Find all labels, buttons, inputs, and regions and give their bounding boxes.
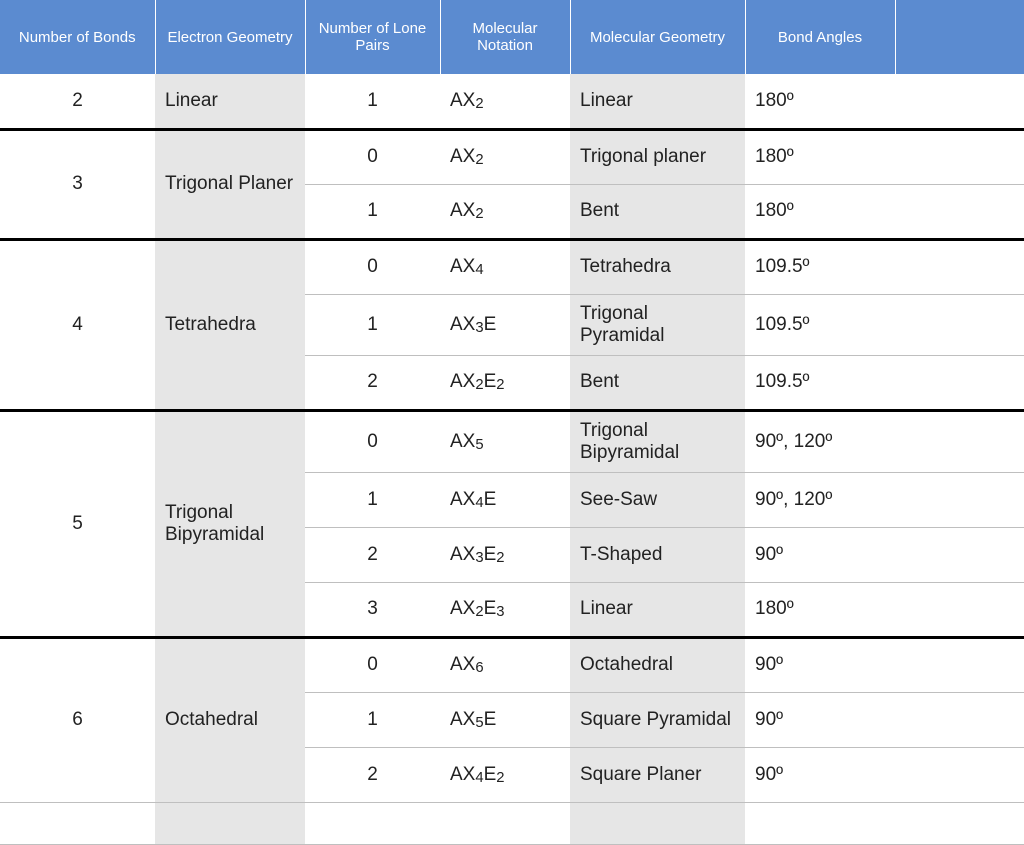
cell-notation: AX2	[440, 129, 570, 184]
cell-molecular-geometry: Bent	[570, 355, 745, 410]
table-row: 4Tetrahedra0AX4Tetrahedra109.5º	[0, 239, 1024, 294]
cell-notation: AX3E	[440, 294, 570, 355]
cell-bonds: 2	[0, 74, 155, 129]
cell-notation: AX4E	[440, 472, 570, 527]
cell-lone-pairs: 0	[305, 239, 440, 294]
cell-lone-pairs: 1	[305, 692, 440, 747]
col-header-bonds: Number of Bonds	[0, 0, 155, 74]
table-row: 5Trigonal Bipyramidal0AX5Trigonal Bipyra…	[0, 410, 1024, 472]
cell-empty	[895, 74, 1024, 129]
cell-empty	[745, 802, 895, 844]
cell-lone-pairs: 0	[305, 410, 440, 472]
cell-empty	[895, 747, 1024, 802]
table-row: 6Octahedral0AX6Octahedral90º	[0, 637, 1024, 692]
cell-empty	[895, 527, 1024, 582]
col-header-empty	[895, 0, 1024, 74]
cell-molecular-geometry: Trigonal Pyramidal	[570, 294, 745, 355]
table-row: 2Linear1AX2Linear180º	[0, 74, 1024, 129]
cell-molecular-geometry: Trigonal planer	[570, 129, 745, 184]
cell-molecular-geometry: Linear	[570, 582, 745, 637]
cell-empty	[895, 410, 1024, 472]
col-header-mol-geom: Molecular Geometry	[570, 0, 745, 74]
cell-molecular-geometry: Square Planer	[570, 747, 745, 802]
cell-lone-pairs: 0	[305, 129, 440, 184]
cell-lone-pairs: 2	[305, 355, 440, 410]
cell-lone-pairs: 3	[305, 582, 440, 637]
cell-bond-angles: 109.5º	[745, 294, 895, 355]
cell-notation: AX2	[440, 74, 570, 129]
cell-bond-angles: 90º	[745, 747, 895, 802]
cell-lone-pairs: 0	[305, 637, 440, 692]
cell-notation: AX2E2	[440, 355, 570, 410]
cell-electron-geometry: Trigonal Bipyramidal	[155, 410, 305, 637]
cell-molecular-geometry: T-Shaped	[570, 527, 745, 582]
cell-notation: AX6	[440, 637, 570, 692]
cell-lone-pairs: 1	[305, 184, 440, 239]
cell-empty	[895, 802, 1024, 844]
col-header-notation: Molecular Notation	[440, 0, 570, 74]
cell-empty	[305, 802, 440, 844]
cell-empty	[895, 355, 1024, 410]
cell-empty	[895, 637, 1024, 692]
cell-electron-geometry: Trigonal Planer	[155, 129, 305, 239]
cell-molecular-geometry: See-Saw	[570, 472, 745, 527]
cell-bond-angles: 90º, 120º	[745, 410, 895, 472]
cell-bond-angles: 180º	[745, 582, 895, 637]
cell-molecular-geometry: Linear	[570, 74, 745, 129]
cell-lone-pairs: 2	[305, 527, 440, 582]
cell-bonds: 6	[0, 637, 155, 802]
table-row-blank	[0, 802, 1024, 844]
cell-empty	[895, 294, 1024, 355]
cell-electron-geometry: Linear	[155, 74, 305, 129]
table-body: 2Linear1AX2Linear180º3Trigonal Planer0AX…	[0, 74, 1024, 844]
table-row: 3Trigonal Planer0AX2Trigonal planer180º	[0, 129, 1024, 184]
vsepr-table: Number of Bonds Electron Geometry Number…	[0, 0, 1024, 845]
cell-bonds: 5	[0, 410, 155, 637]
cell-lone-pairs: 1	[305, 294, 440, 355]
cell-empty	[895, 472, 1024, 527]
cell-bond-angles: 180º	[745, 74, 895, 129]
cell-molecular-geometry: Trigonal Bipyramidal	[570, 410, 745, 472]
cell-empty	[440, 802, 570, 844]
cell-bond-angles: 90º	[745, 527, 895, 582]
cell-molecular-geometry: Tetrahedra	[570, 239, 745, 294]
table-header: Number of Bonds Electron Geometry Number…	[0, 0, 1024, 74]
cell-bond-angles: 180º	[745, 184, 895, 239]
cell-bond-angles: 109.5º	[745, 355, 895, 410]
col-header-electron: Electron Geometry	[155, 0, 305, 74]
cell-notation: AX2	[440, 184, 570, 239]
cell-empty	[895, 582, 1024, 637]
cell-bond-angles: 90º	[745, 637, 895, 692]
cell-lone-pairs: 2	[305, 747, 440, 802]
cell-notation: AX3E2	[440, 527, 570, 582]
header-row: Number of Bonds Electron Geometry Number…	[0, 0, 1024, 74]
cell-empty	[895, 692, 1024, 747]
cell-bond-angles: 180º	[745, 129, 895, 184]
cell-molecular-geometry: Square Pyramidal	[570, 692, 745, 747]
cell-bond-angles: 90º, 120º	[745, 472, 895, 527]
cell-empty	[155, 802, 305, 844]
col-header-angles: Bond Angles	[745, 0, 895, 74]
cell-empty	[570, 802, 745, 844]
cell-lone-pairs: 1	[305, 472, 440, 527]
cell-bonds: 4	[0, 239, 155, 410]
cell-electron-geometry: Octahedral	[155, 637, 305, 802]
cell-notation: AX5E	[440, 692, 570, 747]
cell-empty	[0, 802, 155, 844]
cell-bond-angles: 109.5º	[745, 239, 895, 294]
cell-empty	[895, 184, 1024, 239]
cell-empty	[895, 239, 1024, 294]
cell-molecular-geometry: Bent	[570, 184, 745, 239]
cell-molecular-geometry: Octahedral	[570, 637, 745, 692]
cell-notation: AX5	[440, 410, 570, 472]
cell-bonds: 3	[0, 129, 155, 239]
cell-bond-angles: 90º	[745, 692, 895, 747]
cell-lone-pairs: 1	[305, 74, 440, 129]
cell-electron-geometry: Tetrahedra	[155, 239, 305, 410]
cell-notation: AX4E2	[440, 747, 570, 802]
cell-empty	[895, 129, 1024, 184]
cell-notation: AX4	[440, 239, 570, 294]
col-header-lone-pairs: Number of Lone Pairs	[305, 0, 440, 74]
cell-notation: AX2E3	[440, 582, 570, 637]
